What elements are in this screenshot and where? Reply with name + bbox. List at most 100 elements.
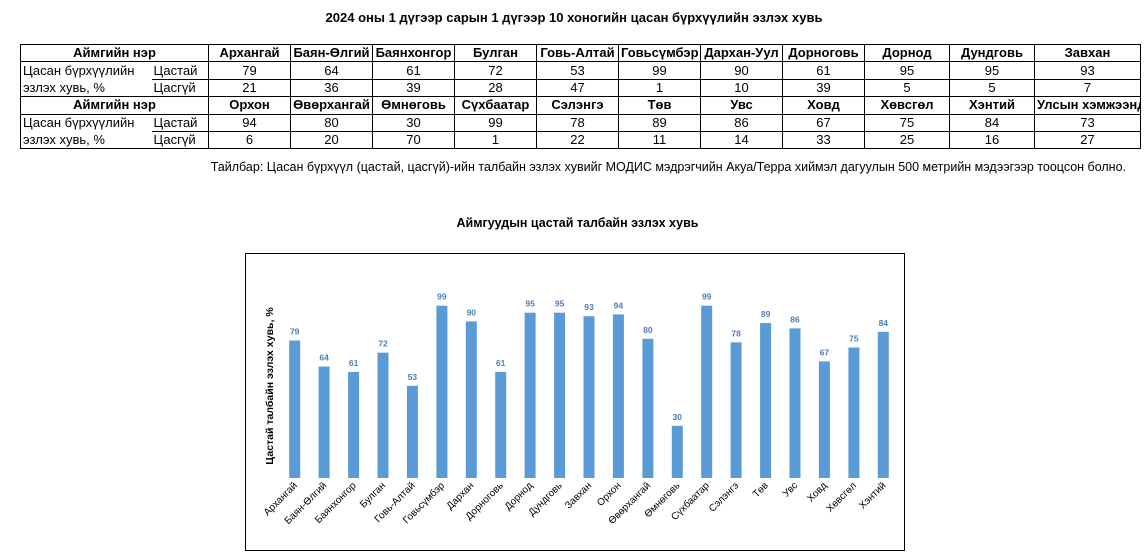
table-row: эзлэх хувь, % Цасгүй 6 20 70 1 22 11 14 33 25 16 27 — [20, 130, 1141, 150]
data-label: 89 — [761, 309, 771, 319]
snow-value-cell: 72 — [454, 61, 537, 80]
x-tick-label: Хөвсгөл — [825, 480, 859, 514]
bar — [348, 371, 360, 478]
data-label: 94 — [614, 300, 624, 310]
x-tick-label: Төв — [751, 480, 771, 500]
snow-value-cell: 93 — [1034, 61, 1141, 80]
bar — [701, 305, 713, 478]
bar — [818, 361, 830, 478]
data-label: 67 — [820, 347, 830, 357]
data-label: 95 — [555, 299, 565, 309]
table-header-row: Аймгийн нэр Архангай Баян-Өлгий Баянхонгор Б… — [20, 43, 1141, 63]
data-label: 53 — [408, 372, 418, 382]
snow-value-cell: 64 — [290, 61, 373, 80]
snow-value-cell: 89 — [618, 113, 701, 132]
snow-value-cell: 30 — [372, 113, 455, 132]
nosnow-value-cell: 7 — [1034, 78, 1141, 98]
x-tick-label: Увс — [781, 480, 800, 499]
data-label: 75 — [849, 334, 859, 344]
aimag-name-cell: Ховд — [782, 96, 865, 115]
aimag-name-cell: Хөвсгөл — [864, 96, 950, 115]
sub-label-nosnow: Цасгүй — [151, 130, 209, 150]
snow-value-cell: 75 — [864, 113, 950, 132]
data-label: 64 — [319, 353, 329, 363]
y-axis-label: Цастай талбайн эзлэх хувь, % — [264, 307, 276, 465]
nosnow-value-cell: 39 — [782, 78, 865, 98]
snow-value-cell: 95 — [864, 61, 950, 80]
bar — [495, 371, 507, 478]
x-tick-label: Ховд — [805, 480, 829, 504]
snow-value-cell: 80 — [290, 113, 373, 132]
table-footnote: Тайлбар: Цасан бүрхүүл (цастай, цасгүй)-… — [210, 160, 1126, 174]
data-label: 61 — [349, 358, 359, 368]
data-label: 78 — [731, 328, 741, 338]
bar — [730, 342, 742, 478]
snow-cover-table: Аймгийн нэр Архангай Баян-Өлгий Баянхонгор Б… — [20, 43, 1141, 150]
bar — [406, 385, 418, 478]
nosnow-value-cell: 20 — [290, 130, 373, 150]
aimag-name-cell: Өвөрхангай — [290, 96, 373, 115]
aimag-name-cell: Баян-Өлгий — [290, 43, 373, 63]
bar — [671, 425, 683, 478]
aimag-name-cell: Дархан-Уул — [700, 43, 783, 63]
bar — [583, 316, 595, 478]
bar — [377, 352, 389, 478]
bar — [318, 366, 330, 478]
bar — [642, 338, 654, 478]
row-label: эзлэх хувь, % — [20, 79, 152, 98]
nosnow-value-cell: 14 — [700, 130, 783, 150]
data-label: 80 — [643, 325, 653, 335]
nosnow-value-cell: 27 — [1034, 130, 1141, 150]
data-label: 72 — [378, 339, 388, 349]
aimag-name-cell: Хэнтий — [949, 96, 1035, 115]
aimag-name-cell: Завхан — [1034, 43, 1141, 63]
snow-value-cell: 78 — [536, 113, 619, 132]
aimag-name-cell: Дорноговь — [782, 43, 865, 63]
bar-chart: Цастай талбайн эзлэх хувь, % 79Архангай64… — [262, 292, 889, 527]
aimag-name-header: Аймгийн нэр — [20, 43, 209, 63]
row-label: Цасан бүрхүүлийн — [20, 61, 152, 80]
nosnow-value-cell: 28 — [454, 78, 537, 98]
bar — [848, 347, 860, 478]
snow-value-cell: 95 — [949, 61, 1035, 80]
snow-value-cell: 99 — [454, 113, 537, 132]
aimag-name-cell: Говь-Алтай — [536, 43, 619, 63]
row-label: эзлэх хувь, % — [20, 131, 152, 150]
sub-label-snow: Цастай — [151, 61, 209, 80]
data-label: 61 — [496, 358, 506, 368]
nosnow-value-cell: 5 — [949, 78, 1035, 98]
nosnow-value-cell: 11 — [618, 130, 701, 150]
aimag-name-cell: Сүхбаатар — [454, 96, 537, 115]
nosnow-value-cell: 33 — [782, 130, 865, 150]
data-label: 95 — [525, 299, 535, 309]
aimag-name-cell: Баянхонгор — [372, 43, 455, 63]
snow-value-cell: 73 — [1034, 113, 1141, 132]
aimag-name-header: Аймгийн нэр — [20, 96, 209, 115]
snow-value-cell: 53 — [536, 61, 619, 80]
snow-value-cell: 94 — [208, 113, 291, 132]
page-title: 2024 оны 1 дүгээр сарын 1 дүгээр 10 хоно… — [325, 10, 823, 25]
snow-value-cell: 86 — [700, 113, 783, 132]
aimag-name-cell: Орхон — [208, 96, 291, 115]
nosnow-value-cell: 1 — [618, 78, 701, 98]
aimag-name-cell: Улсын хэмжээнд — [1034, 96, 1141, 115]
bar — [524, 312, 536, 478]
bar — [554, 312, 566, 478]
aimag-name-cell: Төв — [618, 96, 701, 115]
chart-frame: Цастай талбайн эзлэх хувь, % 79 Архангай 64… — [245, 253, 905, 551]
data-label: 86 — [790, 314, 800, 324]
chart-title: Аймгуудын цастай талбайн эзлэх хувь — [456, 216, 699, 230]
x-tick-label: Орхон — [595, 480, 623, 508]
nosnow-value-cell: 21 — [208, 78, 291, 98]
aimag-name-cell: Архангай — [208, 43, 291, 63]
snow-value-cell: 61 — [782, 61, 865, 80]
data-label: 84 — [879, 318, 889, 328]
bar — [436, 305, 448, 478]
aimag-name-cell: Дорнод — [864, 43, 950, 63]
table-header-row: Аймгийн нэр Орхон Өвөрхангай Өмнөговь Сүхбаа… — [20, 96, 1141, 115]
bar — [760, 323, 772, 478]
data-label: 93 — [584, 302, 594, 312]
table-row: Цасан бүрхүүлийн Цастай 79 64 61 72 53 99 90 61 95… — [20, 61, 1141, 80]
x-tick-label: Сэлэнгэ — [707, 480, 741, 514]
nosnow-value-cell: 22 — [536, 130, 619, 150]
